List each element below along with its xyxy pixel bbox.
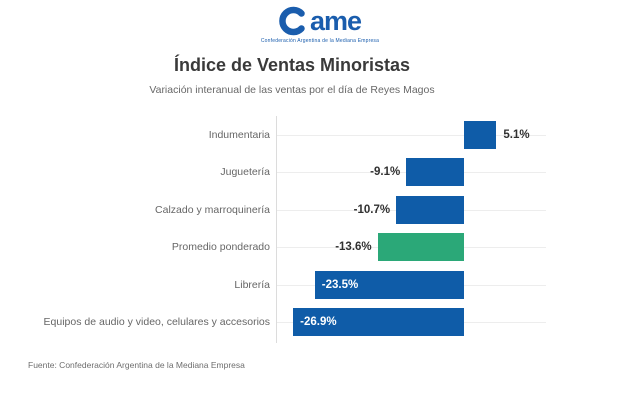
value-label: -10.7% <box>353 203 391 216</box>
value-label: -9.1% <box>370 166 401 179</box>
chart-subtitle: Variación interanual de las ventas por e… <box>149 84 435 96</box>
bar-3 <box>396 195 464 224</box>
value-label: 5.1% <box>503 128 530 141</box>
chart-row: Indumentaria 5.1% <box>0 116 640 154</box>
bar-6 <box>293 308 464 337</box>
value-label: -13.6% <box>335 241 372 254</box>
row-gridline <box>277 134 546 136</box>
value-label: -23.5% <box>321 278 359 291</box>
bar-5 <box>314 270 464 299</box>
came-logo-tagline: Confederación Argentina de la Mediana Em… <box>260 38 380 44</box>
came-logo-c-icon <box>279 6 305 36</box>
chart-row: Equipos de audio y video, celulares y ac… <box>0 304 640 342</box>
category-label: Calzado y marroquinería <box>155 203 270 216</box>
chart-row: Juguetería -9.1% <box>0 154 640 192</box>
value-label: -26.9% <box>300 316 337 329</box>
category-axis-line <box>276 116 277 343</box>
category-label: Librería <box>234 278 270 291</box>
bar-2 <box>406 158 464 187</box>
source-note: Fuente: Confederación Argentina de la Me… <box>28 360 245 370</box>
came-logo: ame Confederación Argentina de la Median… <box>0 5 640 44</box>
chart-row: Librería -23.5% <box>0 266 640 304</box>
category-label: Promedio ponderado <box>171 241 270 254</box>
came-logo-c-arc <box>279 6 305 36</box>
chart-title: Índice de Ventas Minoristas <box>173 55 411 75</box>
chart-plot-area: Indumentaria 5.1% Juguetería -9.1% Calzado y… <box>0 116 640 341</box>
bar-4 <box>377 233 464 262</box>
chart-row: Promedio ponderado -13.6% <box>0 229 640 267</box>
bar-1 <box>464 120 497 149</box>
came-logo-text: ame <box>309 6 362 36</box>
chart-row: Calzado y marroquinería -10.7% <box>0 191 640 229</box>
category-label: Indumentaria <box>208 128 270 141</box>
category-label: Juguetería <box>220 166 270 179</box>
category-label: Equipos de audio y video, celulares y ac… <box>43 316 270 329</box>
